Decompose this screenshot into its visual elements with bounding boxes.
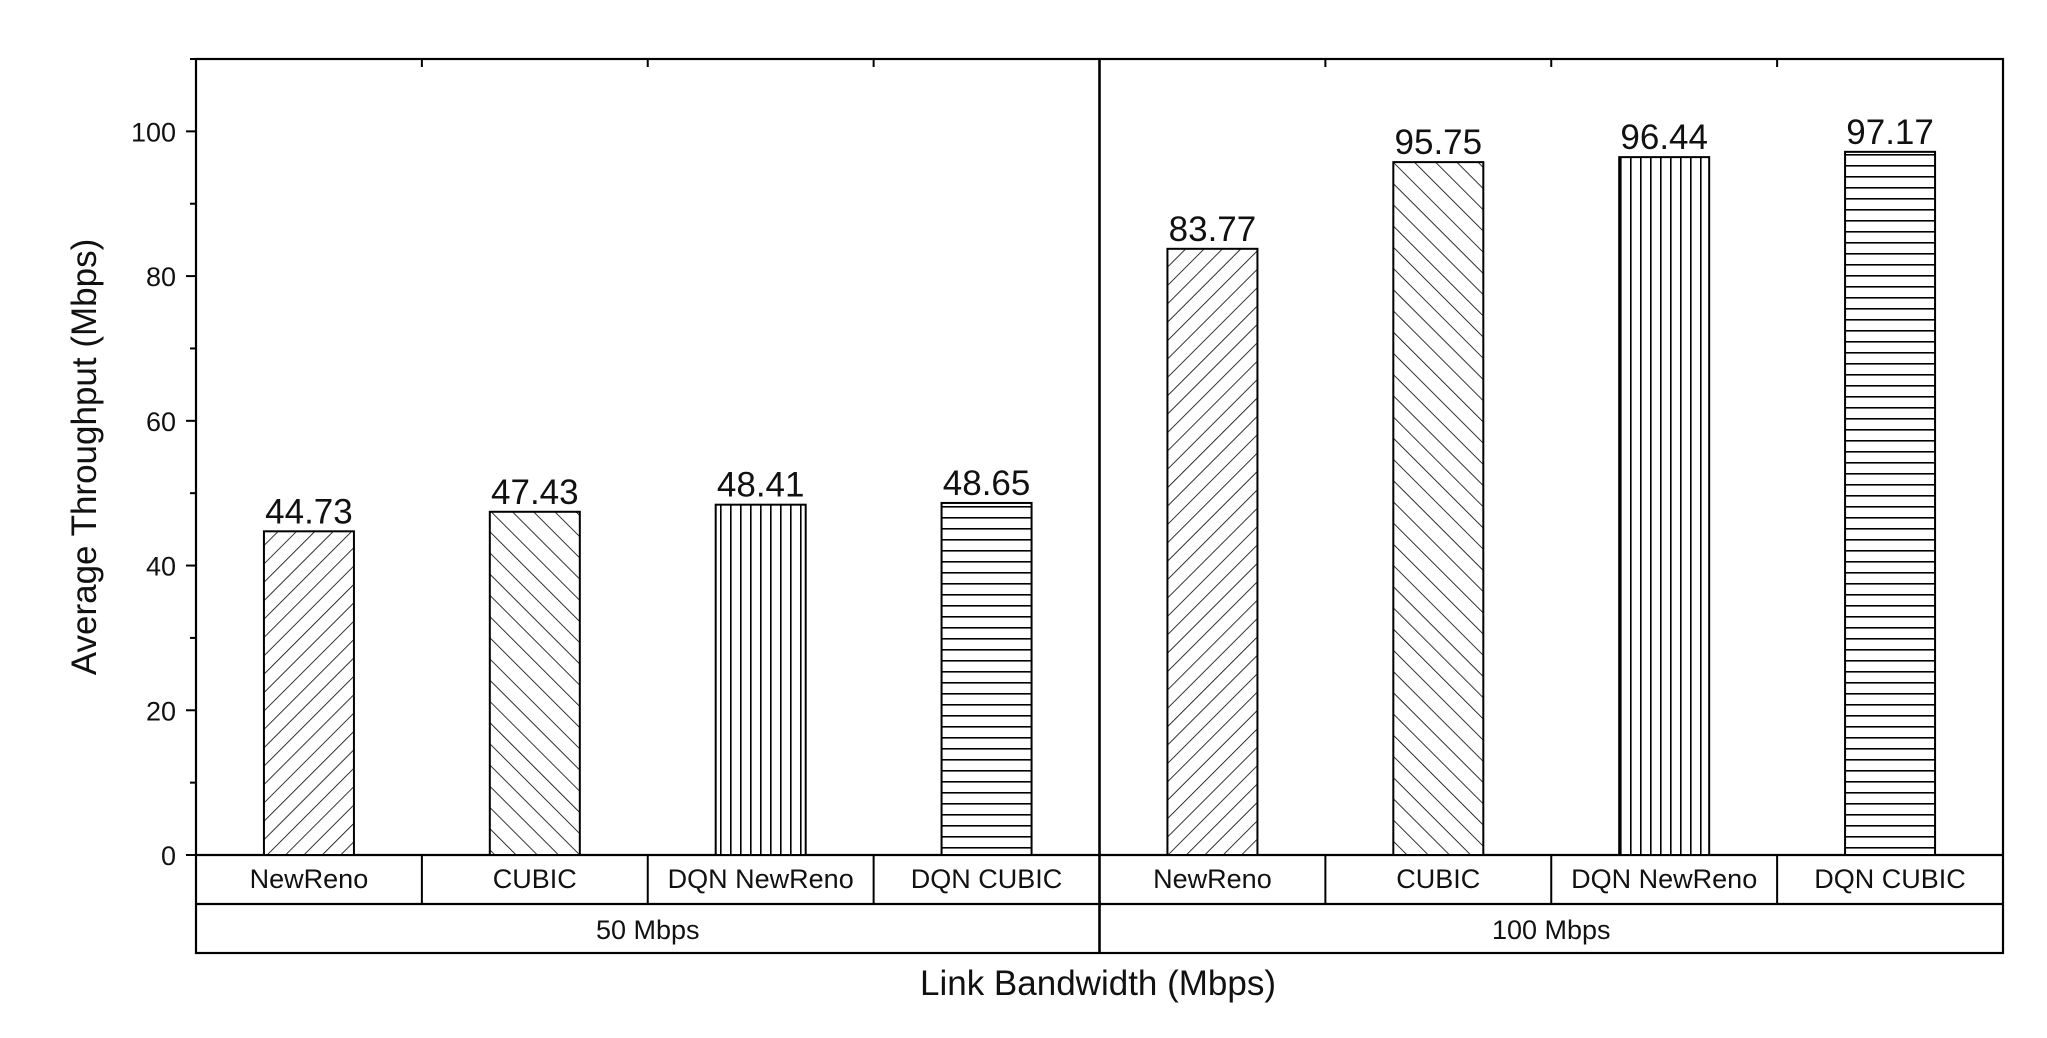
data-label: 96.44: [1620, 118, 1708, 157]
y-axis: 0 20 40 60 80 100: [131, 58, 196, 871]
data-label: 48.41: [717, 466, 805, 505]
x-group-label: 50 Mbps: [596, 915, 700, 945]
y-tick-label: 20: [146, 696, 176, 726]
bar: [1392, 161, 1485, 857]
data-label: 48.65: [943, 464, 1031, 503]
bar-group-1: 83.77 NewReno 95.75 CUBIC 96.44 DQN NewReno 97…: [1098, 59, 1966, 953]
x-category-label: DQN NewReno: [668, 864, 854, 894]
bar: [1844, 150, 1937, 857]
x-group-label: 100 Mbps: [1492, 915, 1611, 945]
bar: [488, 510, 581, 856]
bar: [714, 503, 807, 856]
y-axis-title: Average Throughput (Mbps): [65, 239, 104, 675]
x-axis-title: Link Bandwidth (Mbps): [920, 964, 1276, 1003]
bar: [1166, 247, 1259, 856]
x-category-label: NewReno: [1153, 864, 1272, 894]
data-label: 97.17: [1846, 113, 1934, 152]
y-tick-label: 60: [146, 407, 176, 437]
data-label: 47.43: [491, 473, 579, 512]
y-tick-label: 100: [131, 117, 176, 147]
y-tick-label: 40: [146, 552, 176, 582]
x-category-label: CUBIC: [493, 864, 577, 894]
x-category-label: DQN NewReno: [1571, 864, 1757, 894]
y-tick-label: 80: [146, 262, 176, 292]
bar: [262, 530, 355, 856]
y-tick-label: 0: [161, 841, 176, 871]
bar: [940, 501, 1033, 856]
bar-group-0: 44.73 NewReno 47.43 CUBIC 48.41 DQN NewReno 48…: [250, 59, 1063, 945]
data-label: 83.77: [1169, 210, 1257, 249]
plot-area: 0 20 40 60 80 100 44.73 NewReno 47.43 CUBIC 48.41 D…: [131, 57, 2005, 955]
x-category-label: DQN CUBIC: [1814, 864, 1966, 894]
data-label: 95.75: [1395, 123, 1483, 162]
x-category-label: NewReno: [250, 864, 369, 894]
bar: [1618, 156, 1711, 857]
x-category-label: DQN CUBIC: [911, 864, 1063, 894]
data-label: 44.73: [265, 492, 353, 531]
x-category-label: CUBIC: [1396, 864, 1480, 894]
